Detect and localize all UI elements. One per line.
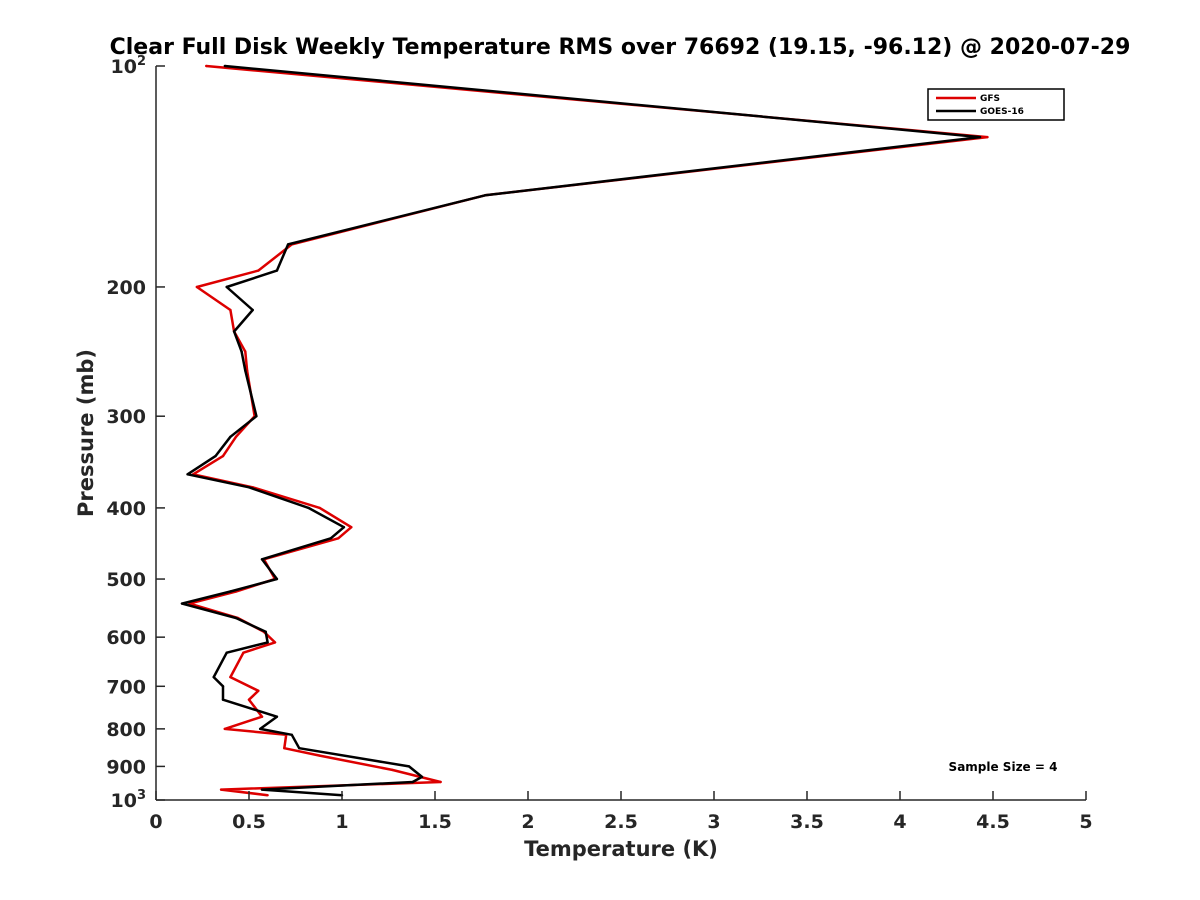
data-point-gfs-4 [257, 269, 260, 272]
data-point-gfs-28 [247, 698, 251, 701]
data-point-goes16-27 [221, 685, 225, 688]
data-point-gfs-16 [350, 526, 353, 529]
data-point-gfs-35 [439, 780, 442, 784]
y-tick-label: 103 [111, 788, 147, 812]
series-layer [180, 64, 989, 797]
data-point-goes16-11 [229, 435, 232, 438]
x-tick-label: 1.5 [418, 811, 452, 833]
data-point-goes16-8 [240, 350, 243, 353]
data-point-goes16-19 [275, 577, 279, 581]
data-point-gfs-24 [273, 641, 277, 644]
data-point-goes16-3 [286, 243, 290, 246]
x-tick-label: 4.5 [976, 811, 1010, 833]
x-tick-label: 3 [707, 811, 720, 833]
data-point-gfs-12 [221, 454, 225, 458]
data-point-gfs-6 [229, 308, 232, 312]
data-point-goes16-2 [484, 194, 487, 197]
data-point-gfs-11 [234, 435, 238, 438]
x-tick-label: 1 [335, 811, 348, 833]
y-tick-label: 900 [106, 756, 146, 778]
y-ticks: 102 200 300 400 500 600 700 800 900 103 [106, 54, 165, 812]
data-point-goes16-14 [247, 486, 251, 489]
y-tick-label: 200 [106, 277, 146, 299]
data-point-gfs-1 [986, 135, 989, 139]
data-point-goes16-23 [264, 630, 267, 633]
x-tick-label: 0.5 [232, 811, 266, 833]
data-point-goes16-21 [180, 602, 184, 605]
data-point-gfs-25 [242, 651, 245, 654]
x-tick-label: 2.5 [604, 811, 638, 833]
y-axis-title: Pressure (mb) [74, 349, 98, 517]
y-tick-label: 800 [106, 719, 146, 741]
data-point-gfs-36 [219, 788, 223, 791]
data-point-goes16-7 [232, 330, 236, 333]
data-point-goes16-4 [275, 269, 279, 272]
data-point-gfs-5 [195, 285, 199, 289]
y-tick-label: 500 [106, 569, 146, 591]
data-point-goes16-26 [212, 675, 215, 679]
data-point-gfs-0 [205, 64, 208, 68]
data-point-goes16-29 [275, 715, 279, 718]
data-point-gfs-30 [223, 727, 226, 731]
data-point-goes16-12 [214, 454, 217, 458]
data-point-goes16-28 [221, 698, 225, 701]
data-point-goes16-32 [298, 747, 301, 750]
data-point-goes16-22 [234, 616, 238, 620]
data-point-gfs-17 [337, 537, 340, 540]
y-tick-label: 600 [106, 627, 146, 649]
data-point-goes16-34 [420, 775, 424, 779]
series-line-gfs [188, 64, 989, 797]
y-tick-label: 400 [106, 498, 146, 520]
legend-label-goes16: GOES-16 [980, 107, 1024, 117]
data-point-goes16-15 [307, 506, 310, 510]
chart-title: Clear Full Disk Weekly Temperature RMS o… [110, 35, 1131, 60]
x-tick-label: 5 [1079, 811, 1092, 833]
data-point-gfs-8 [244, 350, 247, 353]
data-point-goes16-25 [225, 651, 228, 654]
data-point-gfs-37 [266, 794, 269, 797]
data-point-goes16-0 [223, 64, 226, 68]
data-point-goes16-5 [225, 285, 228, 289]
data-point-goes16-1 [978, 135, 982, 139]
x-tick-label: 2 [521, 811, 534, 833]
legend-label-gfs: GFS [980, 94, 1000, 104]
data-point-goes16-10 [255, 415, 258, 418]
legend: GFS GOES-16 [927, 88, 1065, 121]
axes-layer [155, 66, 1086, 801]
data-point-goes16-30 [259, 727, 262, 731]
data-point-gfs-34 [391, 768, 394, 772]
data-point-goes16-31 [290, 733, 293, 736]
data-point-goes16-17 [329, 537, 332, 540]
data-point-goes16-13 [186, 473, 189, 476]
y-tick-label: 102 [111, 54, 147, 78]
data-point-goes16-6 [251, 308, 254, 312]
data-point-goes16-35 [411, 780, 414, 784]
data-point-goes16-20 [229, 590, 232, 593]
data-point-gfs-26 [229, 675, 232, 679]
data-point-goes16-33 [407, 765, 411, 768]
data-point-goes16-18 [260, 558, 264, 561]
sample-size-annotation: Sample Size = 4 [949, 760, 1058, 774]
x-tick-label: 3.5 [790, 811, 824, 833]
data-point-gfs-15 [318, 506, 321, 510]
x-ticks: 0 0.5 1 1.5 2 2.5 3 3.5 4 4.5 5 [149, 791, 1093, 833]
data-point-goes16-24 [266, 641, 269, 644]
data-point-gfs-32 [283, 747, 286, 750]
x-tick-label: 4 [893, 811, 906, 833]
data-point-gfs-29 [260, 715, 264, 718]
series-line-goes16 [180, 64, 982, 797]
data-point-goes16-16 [342, 526, 346, 529]
x-axis-title: Temperature (K) [524, 837, 718, 861]
data-point-goes16-9 [244, 369, 247, 372]
data-point-goes16-36 [260, 788, 264, 791]
data-point-gfs-27 [257, 689, 260, 692]
data-point-gfs-33 [318, 754, 321, 757]
y-tick-label: 700 [106, 676, 146, 698]
y-tick-label: 300 [106, 406, 146, 428]
x-tick-label: 0 [149, 811, 162, 833]
legend-box [927, 88, 1065, 121]
